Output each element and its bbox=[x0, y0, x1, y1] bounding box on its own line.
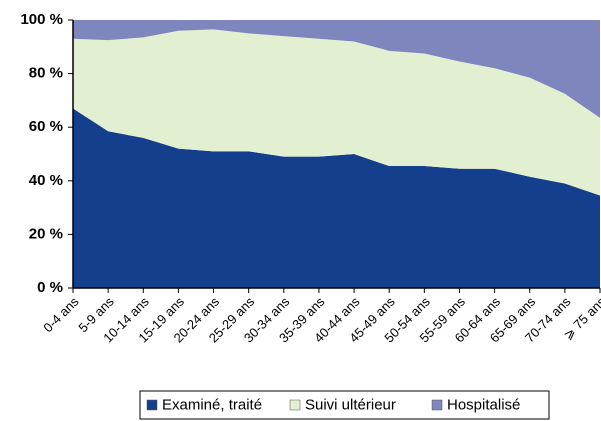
legend-label: Examiné, traité bbox=[162, 396, 262, 413]
legend-swatch bbox=[431, 399, 443, 411]
area bbox=[73, 29, 600, 196]
y-tick-label: 80 % bbox=[29, 65, 63, 82]
legend-swatch bbox=[289, 399, 301, 411]
x-tick-label: 0-4 ans bbox=[40, 294, 82, 336]
legend-swatch bbox=[146, 399, 158, 411]
y-tick-label: 60 % bbox=[29, 118, 63, 135]
y-tick-label: 0 % bbox=[37, 279, 63, 296]
legend-label: Hospitalisé bbox=[447, 396, 520, 413]
y-tick-label: 40 % bbox=[29, 172, 63, 189]
area bbox=[73, 20, 600, 118]
y-tick-label: 20 % bbox=[29, 225, 63, 242]
area bbox=[73, 108, 600, 288]
y-tick-label: 100 % bbox=[20, 11, 63, 28]
legend-box bbox=[139, 390, 550, 420]
legend-label: Suivi ultérieur bbox=[305, 396, 396, 413]
